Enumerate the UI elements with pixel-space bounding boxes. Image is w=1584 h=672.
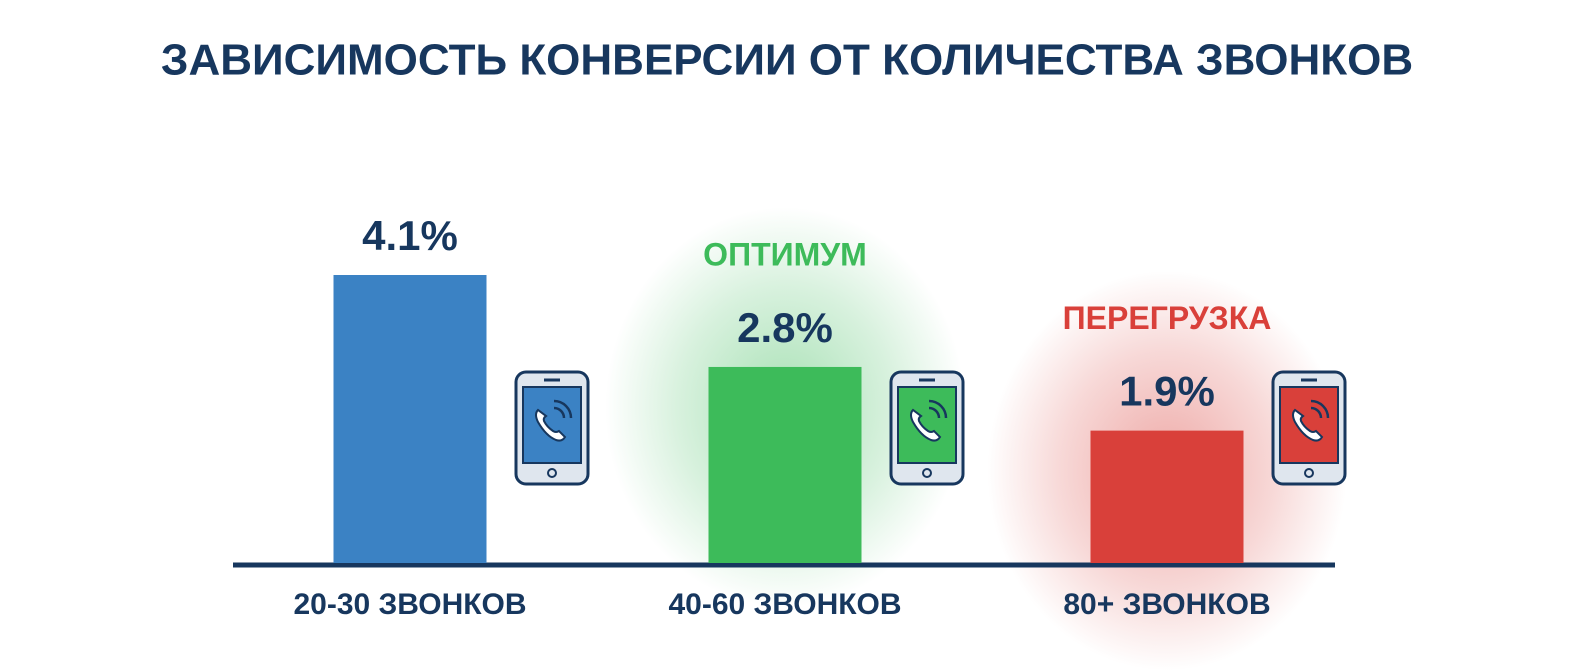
annotation: ОПТИМУМ <box>703 236 867 272</box>
bar <box>1090 430 1244 563</box>
phone-icon <box>514 370 590 486</box>
value-label: 1.9% <box>1119 368 1215 415</box>
phone-icon <box>1271 370 1347 486</box>
chart-title: ЗАВИСИМОСТЬ КОНВЕРСИИ ОТ КОЛИЧЕСТВА ЗВОН… <box>161 36 1413 85</box>
x-tick-label: 20-30 ЗВОНКОВ <box>293 588 526 621</box>
bar <box>708 366 862 563</box>
value-label: 4.1% <box>362 212 458 259</box>
annotation: ПЕРЕГРУЗКА <box>1063 300 1272 336</box>
bar <box>333 275 487 563</box>
x-tick-label: 80+ ЗВОНКОВ <box>1063 588 1270 621</box>
x-tick-label: 40-60 ЗВОНКОВ <box>668 588 901 621</box>
phone-icon <box>889 370 965 486</box>
value-label: 2.8% <box>737 304 833 351</box>
